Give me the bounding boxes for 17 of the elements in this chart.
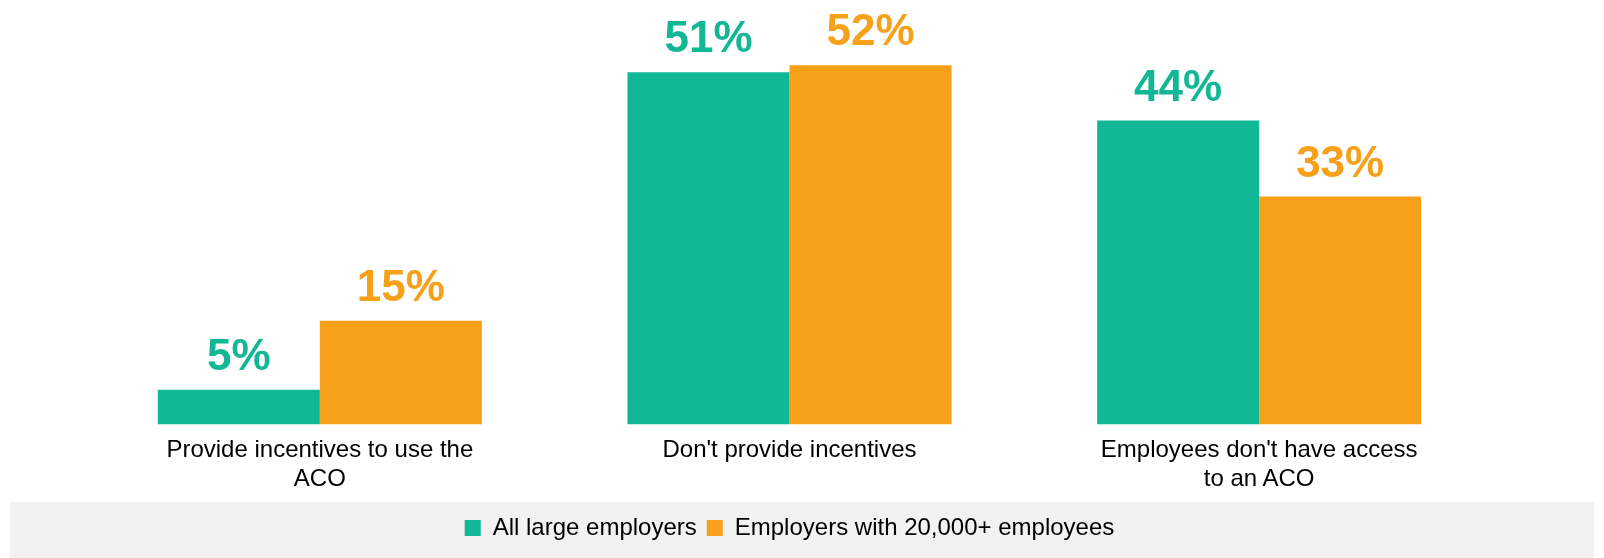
data-label: 52% [826, 5, 915, 55]
bar [319, 320, 482, 425]
x-tick-label: Employees don't have access to an ACO [1100, 435, 1418, 492]
data-label: 5% [207, 330, 271, 380]
data-label: 15% [356, 260, 445, 310]
data-label: 51% [664, 12, 753, 62]
legend-label: All large employers [492, 512, 697, 540]
bar [1259, 196, 1422, 425]
x-tick-label: Provide incentives to use the ACO [166, 435, 474, 492]
data-label: 33% [1296, 136, 1385, 186]
bar [1097, 120, 1260, 425]
bar [789, 65, 952, 425]
data-label: 44% [1134, 60, 1223, 110]
bar [627, 72, 790, 425]
bar [157, 389, 320, 425]
x-tick-label: Don't provide incentives [662, 435, 917, 463]
legend-label: Employers with 20,000+ employees [734, 512, 1115, 540]
